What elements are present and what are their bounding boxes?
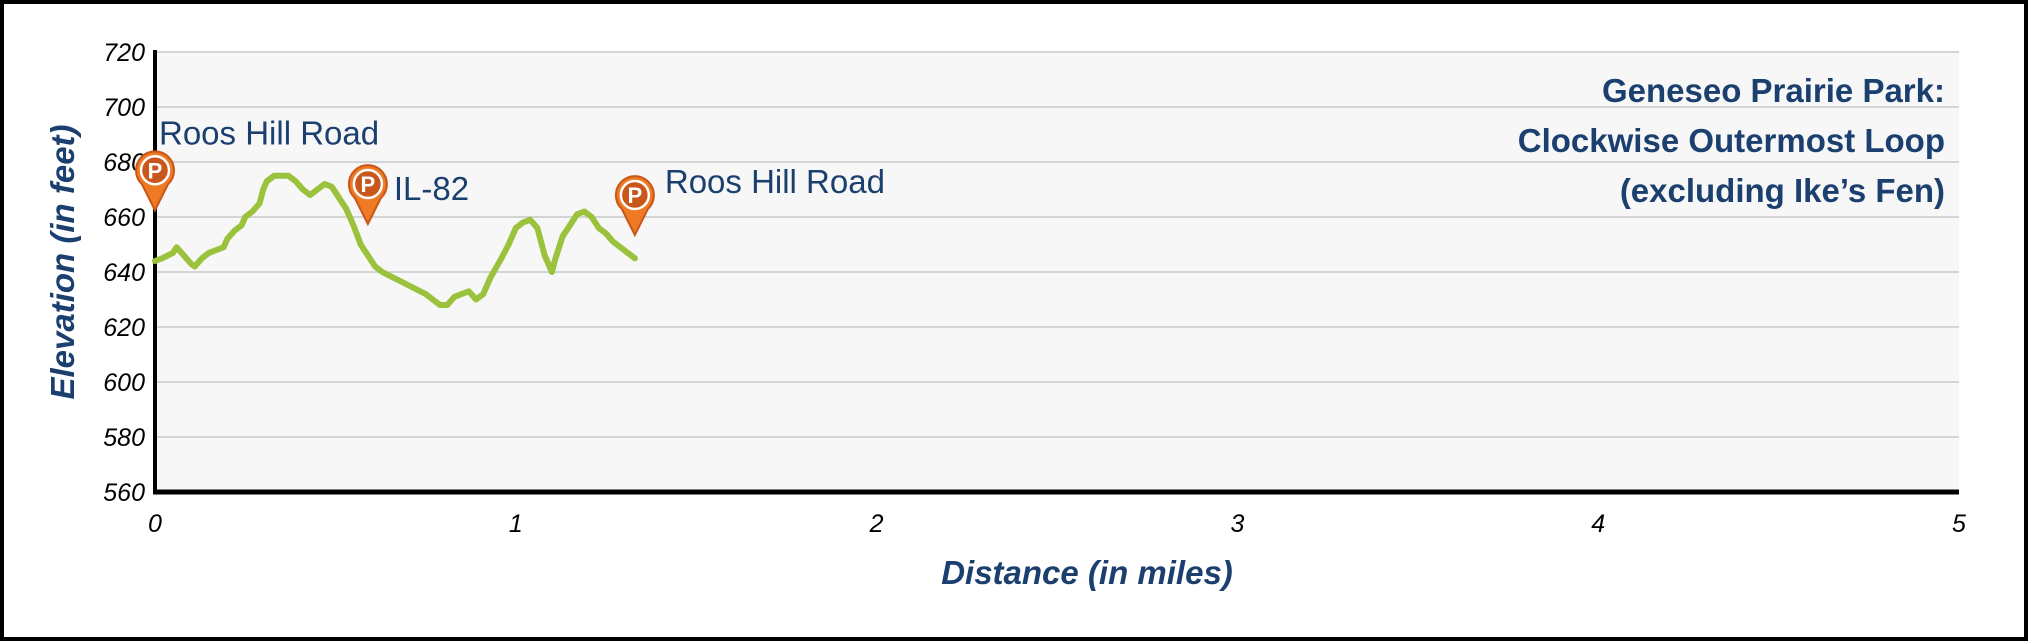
marker-label: IL-82 — [394, 170, 469, 207]
chart-title-line-2: Clockwise Outermost Loop — [1518, 122, 1945, 159]
gridlines — [155, 51, 1959, 438]
parking-marker: P Roos Hill Road — [614, 163, 885, 238]
y-tick-label: 580 — [103, 424, 145, 452]
x-tick-label: 3 — [1230, 510, 1244, 538]
x-axis-label: Distance (in miles) — [941, 554, 1233, 591]
y-tick-label: 640 — [103, 259, 145, 287]
x-tick-label: 1 — [509, 510, 523, 538]
chart-title-line-1: Geneseo Prairie Park: — [1602, 72, 1945, 109]
parking-markers: P Roos Hill Road P IL-82 P Roos Hill Road — [135, 114, 885, 238]
x-tick-label: 0 — [148, 510, 162, 538]
chart-title-line-3: (excluding Ike’s Fen) — [1620, 172, 1945, 209]
y-tick-label: 620 — [103, 314, 145, 342]
marker-label: Roos Hill Road — [159, 114, 379, 151]
chart-title: Geneseo Prairie Park: Clockwise Outermos… — [1518, 72, 1945, 209]
y-tick-label: 700 — [103, 94, 145, 122]
parking-marker: P Roos Hill Road — [135, 114, 379, 213]
y-tick-label: 560 — [103, 479, 145, 507]
y-tick-label: 600 — [103, 369, 145, 397]
axes — [153, 50, 1959, 495]
parking-marker: P IL-82 — [347, 164, 469, 227]
x-tick-labels: 0 1 2 3 4 5 — [148, 510, 1966, 538]
elevation-line — [152, 172, 638, 308]
x-tick-label: 2 — [869, 510, 884, 538]
parking-icon — [139, 155, 171, 186]
x-tick-label: 5 — [1952, 510, 1966, 538]
y-tick-label: 660 — [103, 204, 145, 232]
parking-icon — [352, 168, 384, 200]
parking-letter: P — [628, 183, 643, 208]
parking-letter: P — [148, 158, 163, 183]
y-axis-label: Elevation (in feet) — [44, 124, 81, 399]
parking-letter: P — [361, 172, 376, 197]
y-tick-label: 720 — [103, 39, 145, 67]
parking-icon — [619, 179, 651, 211]
marker-label: Roos Hill Road — [665, 163, 885, 200]
x-tick-label: 4 — [1591, 510, 1605, 538]
